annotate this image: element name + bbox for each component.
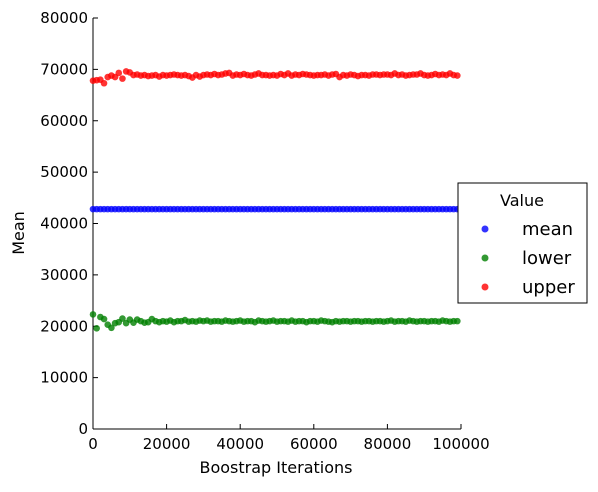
legend-box [457,182,588,304]
legend-label-upper: upper [522,277,575,298]
legend-marker-lower [481,254,489,262]
legend-title: Value [500,191,544,210]
x-tick-label: 60000 [290,435,338,453]
legend-entries: mean lower upper [481,219,575,298]
x-axis-label: Boostrap Iterations [200,458,353,477]
data-point-upper [119,75,126,82]
y-tick-label: 80000 [40,9,88,27]
x-tick-label: 0 [88,435,98,453]
data-point-lower [93,325,100,332]
data-point-upper [115,69,123,77]
series-layer [89,68,461,332]
series-mean [89,205,461,213]
legend-label-lower: lower [522,248,572,269]
y-tick-label: 20000 [40,317,88,335]
data-point-upper [454,72,461,79]
y-tick-label: 0 [78,420,88,438]
y-tick-label: 70000 [40,60,88,78]
x-tick-label: 80000 [364,435,412,453]
series-lower [89,311,461,332]
legend-marker-upper [481,283,489,291]
y-tick-label: 60000 [40,112,88,130]
data-point-lower [100,315,108,323]
y-tick-label: 40000 [40,215,88,233]
data-point-lower [119,315,126,322]
data-point-lower [89,311,97,318]
legend: Value mean lower upper [457,182,588,304]
y-axis-label: Mean [9,211,28,255]
series-upper [89,68,461,87]
legend-label-mean: mean [522,219,573,240]
y-axis-ticks: 0 10000 20000 30000 40000 50000 60000 70000 8000… [40,9,98,438]
y-tick-label: 50000 [40,163,88,181]
x-tick-label: 20000 [143,435,191,453]
x-tick-label: 40000 [216,435,264,453]
data-point-upper [100,79,108,87]
legend-marker-mean [481,225,489,233]
plot-area: 0 10000 20000 30000 40000 50000 60000 70000 8000… [40,9,489,453]
data-point-lower [108,324,115,332]
y-tick-label: 10000 [40,369,88,387]
data-point-lower [454,317,461,325]
y-tick-label: 30000 [40,266,88,284]
x-axis-ticks: 0 20000 40000 60000 80000 100000 [88,424,490,453]
x-tick-label: 100000 [432,435,489,453]
